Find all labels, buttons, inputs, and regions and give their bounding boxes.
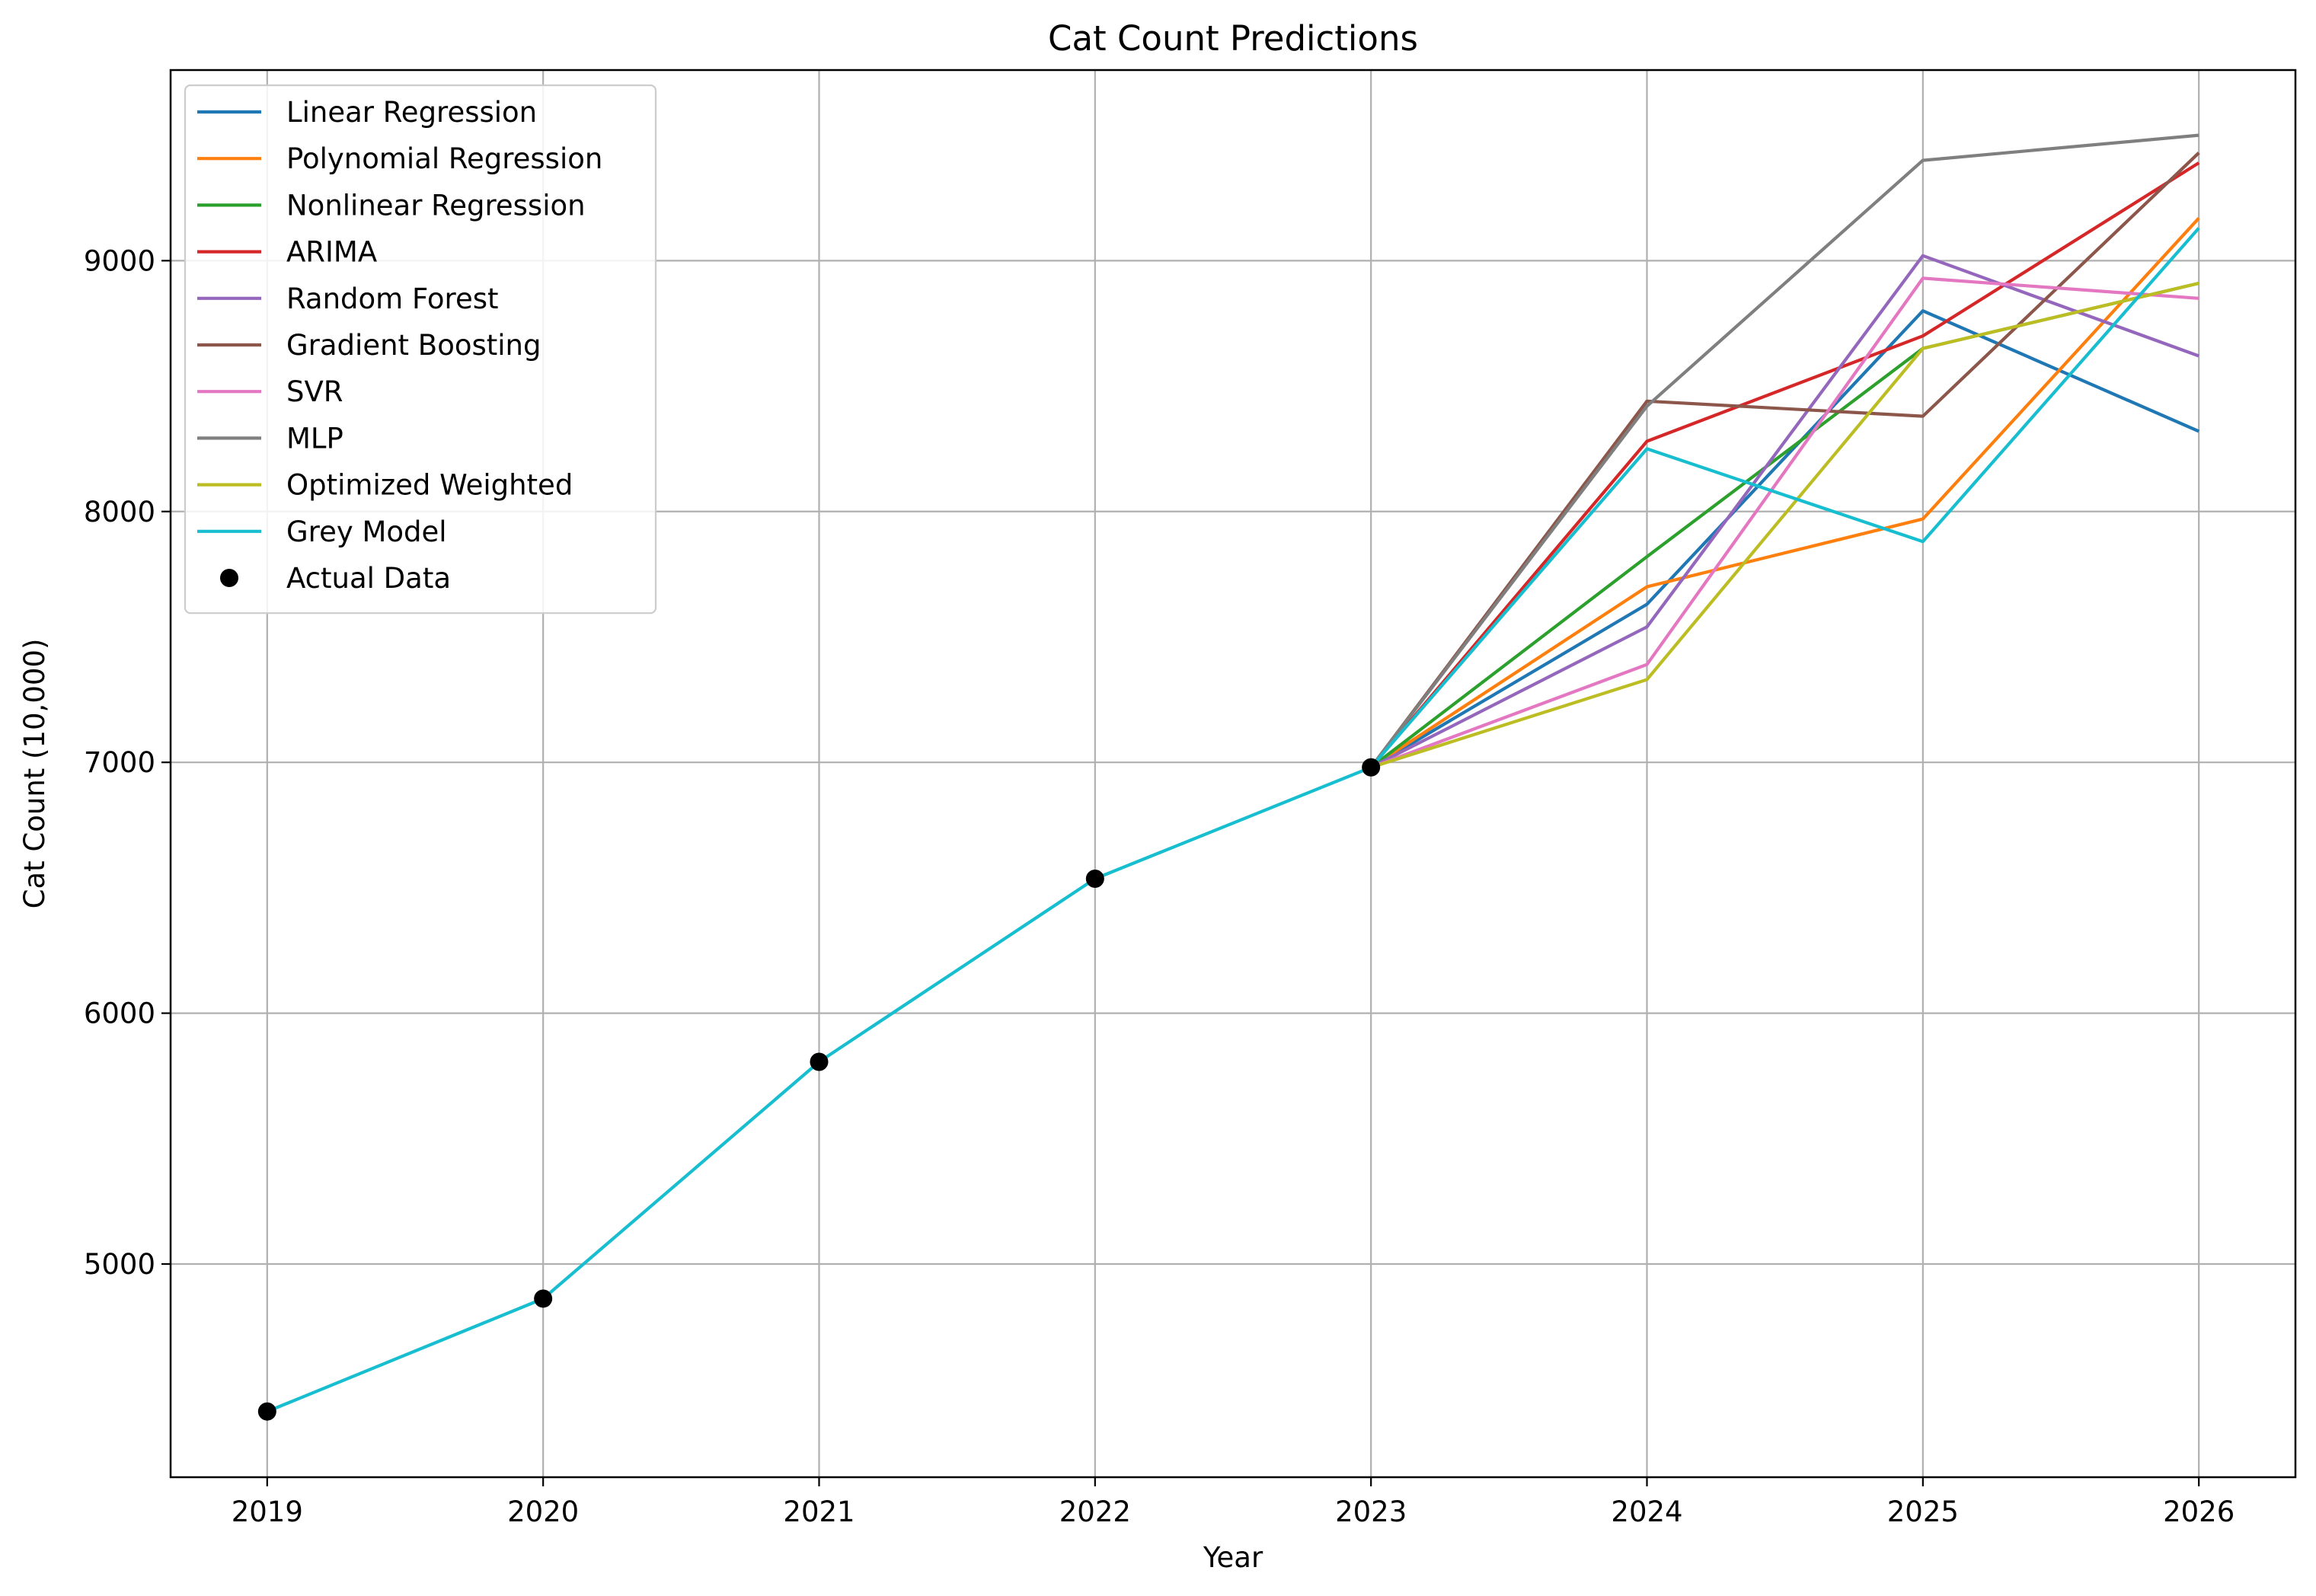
legend-label-nonlinear-regression: Nonlinear Regression: [286, 189, 586, 222]
series-line-polynomial-regression: [1370, 216, 2200, 769]
legend-label-optimized-weighted: Optimized Weighted: [286, 469, 573, 502]
legend-swatch-actual-data: [220, 569, 238, 587]
series-line-svr: [1370, 276, 2199, 769]
x-tick-label: 2023: [1335, 1495, 1407, 1528]
series-line-linear-regression: [1370, 309, 2200, 769]
y-tick-label: 9000: [84, 244, 155, 277]
series-line-grey-model: [267, 227, 2200, 1413]
y-tick-label: 7000: [84, 746, 155, 779]
plot-frame: [169, 69, 2297, 1479]
y-axis-label: Cat Count (10,000): [18, 639, 51, 909]
y-tick-label: 5000: [84, 1248, 155, 1281]
series-line-arima: [1369, 161, 2200, 769]
y-tick-label: 6000: [84, 998, 155, 1030]
actual-data-point: [534, 1289, 553, 1308]
series-line-random-forest: [1370, 254, 2199, 769]
x-axis-label: Year: [1203, 1541, 1263, 1574]
legend-label-gradient-boosting: Gradient Boosting: [286, 329, 541, 362]
legend-label-linear-regression: Linear Regression: [286, 96, 537, 129]
x-tick-label: 2022: [1059, 1495, 1131, 1528]
y-axis: 5000 6000 7000 8000 9000: [84, 244, 171, 1281]
legend-label-mlp: MLP: [286, 422, 343, 455]
legend-label-svr: SVR: [286, 375, 343, 408]
x-axis: 2019 2020 2021 2022 2023 2024 2025 2026: [232, 1477, 2235, 1528]
x-tick-label: 2024: [1611, 1495, 1682, 1528]
x-tick-label: 2026: [2163, 1495, 2235, 1528]
legend-label-polynomial-regression: Polynomial Regression: [286, 142, 602, 175]
legend-label-actual-data: Actual Data: [286, 562, 451, 595]
grid-lines: [171, 70, 2295, 1477]
legend-label-arima: ARIMA: [286, 236, 377, 269]
legend: Linear Regression Polynomial Regression No…: [184, 84, 657, 614]
actual-data-point: [1085, 870, 1104, 889]
series-layer: [267, 133, 2200, 1413]
x-tick-label: 2025: [1887, 1495, 1959, 1528]
series-line-mlp: [1369, 133, 2199, 769]
actual-data-point: [257, 1402, 276, 1421]
x-tick-label: 2021: [783, 1495, 855, 1528]
x-tick-label: 2020: [507, 1495, 579, 1528]
chart-title: Cat Count Predictions: [1048, 18, 1418, 59]
y-tick-label: 8000: [84, 496, 155, 528]
actual-data-point: [1362, 758, 1381, 777]
x-tick-label: 2019: [232, 1495, 303, 1528]
legend-box: [184, 84, 657, 614]
actual-data-layer: [257, 758, 1381, 1421]
legend-label-grey-model: Grey Model: [286, 516, 447, 548]
actual-data-point: [810, 1052, 829, 1071]
legend-label-random-forest: Random Forest: [286, 282, 499, 315]
series-line-optimized-weighted: [1370, 281, 2199, 769]
